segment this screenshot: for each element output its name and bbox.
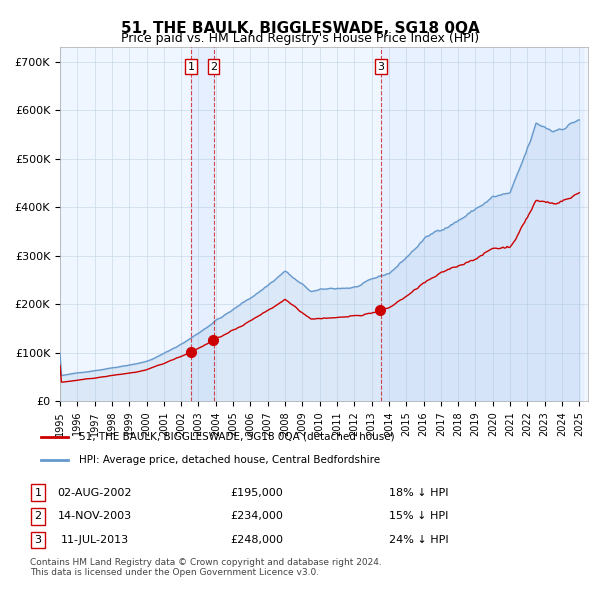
Text: 15% ↓ HPI: 15% ↓ HPI [389,512,448,521]
Text: 3: 3 [377,61,384,71]
Text: 1: 1 [35,488,41,497]
Bar [191,47,214,401]
Text: £234,000: £234,000 [230,512,283,521]
Text: 2: 2 [35,512,41,521]
Text: 24% ↓ HPI: 24% ↓ HPI [389,535,449,545]
Text: This data is licensed under the Open Government Licence v3.0.: This data is licensed under the Open Gov… [30,568,319,576]
Text: Contains HM Land Registry data © Crown copyright and database right 2024.: Contains HM Land Registry data © Crown c… [30,558,382,566]
Text: 2: 2 [210,61,217,71]
Text: Price paid vs. HM Land Registry's House Price Index (HPI): Price paid vs. HM Land Registry's House … [121,32,479,45]
Text: 1: 1 [188,61,195,71]
Text: HPI: Average price, detached house, Central Bedfordshire: HPI: Average price, detached house, Cent… [79,455,380,465]
Bar [381,47,583,401]
Text: 3: 3 [35,535,41,545]
Text: £248,000: £248,000 [230,535,283,545]
Text: 51, THE BAULK, BIGGLESWADE, SG18 0QA (detached house): 51, THE BAULK, BIGGLESWADE, SG18 0QA (de… [79,432,394,442]
Text: 51, THE BAULK, BIGGLESWADE, SG18 0QA: 51, THE BAULK, BIGGLESWADE, SG18 0QA [121,21,479,35]
Text: £195,000: £195,000 [230,488,283,497]
Text: 11-JUL-2013: 11-JUL-2013 [61,535,129,545]
Text: 02-AUG-2002: 02-AUG-2002 [58,488,132,497]
Text: 18% ↓ HPI: 18% ↓ HPI [389,488,449,497]
Text: 14-NOV-2003: 14-NOV-2003 [58,512,132,521]
